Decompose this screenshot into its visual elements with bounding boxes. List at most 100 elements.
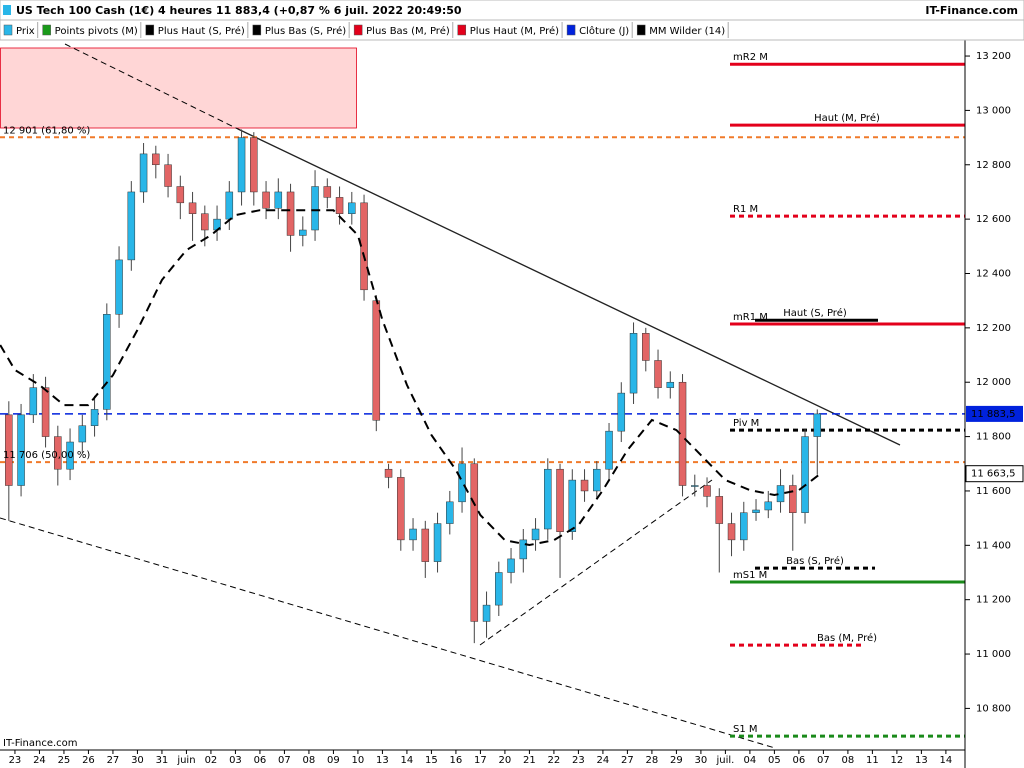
x-tick-label: 05 xyxy=(768,755,781,766)
legend-label: Points pivots (M) xyxy=(55,26,138,37)
resistance-zone xyxy=(0,47,357,129)
candle-body xyxy=(225,191,234,220)
candle-body xyxy=(41,387,50,437)
legend-label: Plus Bas (M, Pré) xyxy=(366,25,450,37)
x-tick-label: 24 xyxy=(33,755,46,766)
pivot-label: R1 M xyxy=(733,204,758,215)
x-tick-label: 03 xyxy=(229,755,242,766)
close-value-label: 11 883,5 xyxy=(971,409,1016,420)
candle-body xyxy=(703,485,711,497)
candle-body xyxy=(691,485,699,487)
x-tick-label: 28 xyxy=(646,755,659,766)
legend-item: Points pivots (M) xyxy=(42,24,138,37)
legend-swatch xyxy=(252,24,262,36)
candle-body xyxy=(348,202,356,214)
x-tick-label: 08 xyxy=(842,755,855,766)
x-tick-label: 23 xyxy=(572,755,585,766)
close-value-box xyxy=(966,405,1023,422)
x-tick-label: 06 xyxy=(793,755,806,766)
x-tick-label: 13 xyxy=(376,755,389,766)
y-tick-label: 11 000 xyxy=(976,649,1011,660)
x-tick-label: juil. xyxy=(715,755,734,766)
trend-line xyxy=(479,479,713,646)
candle-body xyxy=(421,528,430,562)
legend-label: Plus Haut (M, Pré) xyxy=(470,25,559,37)
x-tick-label: 04 xyxy=(744,755,757,766)
candle-body xyxy=(568,479,577,532)
x-tick-label: 17 xyxy=(474,755,487,766)
x-tick-label: 09 xyxy=(327,755,340,766)
candle-body xyxy=(605,430,613,470)
pivot-label: Haut (S, Pré) xyxy=(783,307,847,319)
candle-body xyxy=(764,501,773,511)
legend-item: Clôture (J) xyxy=(566,24,629,37)
candle-body xyxy=(727,523,736,541)
y-tick-label: 12 200 xyxy=(976,323,1011,334)
y-tick-label: 13 000 xyxy=(976,105,1011,116)
candle-body xyxy=(397,477,405,541)
candle-body xyxy=(593,468,601,492)
y-tick-label: 12 400 xyxy=(976,268,1011,279)
legend-label: Clôture (J) xyxy=(579,25,629,37)
footer: IT-Finance.com xyxy=(3,738,78,749)
x-tick-label: 30 xyxy=(695,755,708,766)
legend: Prix Points pivots (M) Plus Haut (S, Pré) P… xyxy=(3,22,729,38)
candle-body xyxy=(580,479,589,492)
candle-body xyxy=(495,572,503,606)
plot-area xyxy=(0,62,965,738)
candle-body xyxy=(201,213,209,231)
trend-lines xyxy=(0,43,901,749)
candle-body xyxy=(813,413,822,437)
x-tick-label: 24 xyxy=(597,755,610,766)
pivot-label: mS1 M xyxy=(733,570,767,581)
y-tick-label: 10 800 xyxy=(976,703,1011,714)
x-tick-label: 16 xyxy=(450,755,463,766)
candle-body xyxy=(311,186,319,231)
chart-title: US Tech 100 Cash (1€) 4 heures 11 883,4 … xyxy=(16,4,462,17)
x-tick-label: 27 xyxy=(107,755,120,766)
x-tick-label: 15 xyxy=(425,755,438,766)
legend-swatch xyxy=(3,24,13,36)
candle-body xyxy=(752,509,760,513)
x-tick-label: 14 xyxy=(940,755,953,766)
x-tick-label: 20 xyxy=(499,755,512,766)
legend-item: Plus Bas (S, Pré) xyxy=(252,24,346,37)
candle-body xyxy=(789,485,797,513)
candle-body xyxy=(152,153,160,166)
candle-body xyxy=(274,191,283,209)
pivot-label: mR1 M xyxy=(733,312,768,323)
ma-value-label: 11 663,5 xyxy=(971,469,1016,480)
candle-body xyxy=(237,137,246,193)
candle-body xyxy=(801,436,809,513)
x-tick-label: 07 xyxy=(278,755,291,766)
x-tick-label: juin xyxy=(176,755,195,766)
candle-body xyxy=(470,463,479,622)
legend-swatch xyxy=(566,24,576,36)
trend-line xyxy=(0,517,776,749)
candle-body xyxy=(323,186,332,198)
candle-body xyxy=(54,436,62,470)
legend-label: MM Wilder (14) xyxy=(649,26,725,37)
candle-body xyxy=(482,604,491,622)
candle-body xyxy=(66,441,74,470)
overlay: 12 901 (61,80 %) 11 706 (50,00 %) mR2 M Hau… xyxy=(3,52,880,735)
x-tick-label: 21 xyxy=(523,755,536,766)
candle-body xyxy=(642,333,650,361)
candle-body xyxy=(115,259,123,315)
candle-body xyxy=(29,387,38,416)
legend-swatch xyxy=(145,24,155,36)
x-tick-label: 25 xyxy=(58,755,71,766)
x-tick-label: 29 xyxy=(670,755,683,766)
legend-item: Prix xyxy=(3,24,35,37)
candle-body xyxy=(139,153,148,193)
candle-body xyxy=(556,468,564,532)
x-tick-label: 26 xyxy=(82,755,95,766)
candle-body xyxy=(335,197,344,214)
candle-body xyxy=(629,333,638,394)
candle-body xyxy=(103,314,111,410)
y-tick-label: 12 800 xyxy=(976,160,1011,171)
candle-body xyxy=(715,496,724,524)
candle-body xyxy=(507,558,515,573)
y-tick-label: 11 200 xyxy=(976,595,1011,606)
